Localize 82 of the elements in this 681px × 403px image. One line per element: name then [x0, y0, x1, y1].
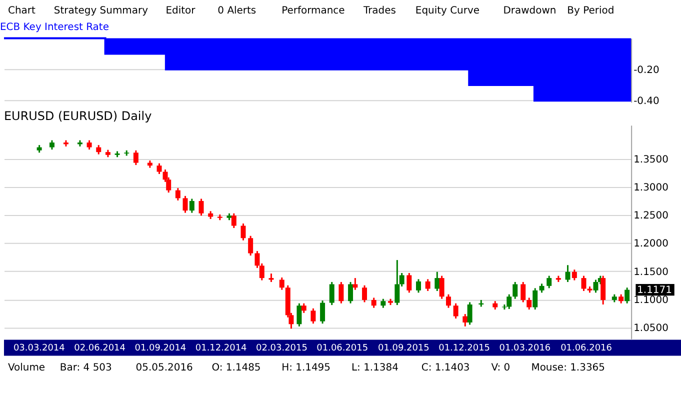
candlestick — [532, 287, 538, 310]
candlestick — [439, 275, 444, 300]
x-tick-label: 03.03.2014 — [13, 343, 66, 354]
chart-title: ECB Key Interest Rate — [0, 22, 109, 34]
candlestick — [520, 281, 526, 303]
x-tick-label: 02.06.2014 — [74, 343, 126, 354]
x-tick-label: 01.06.2015 — [316, 343, 368, 354]
candlestick — [406, 272, 412, 294]
candlestick — [371, 296, 376, 309]
candlestick — [175, 187, 180, 202]
text: H: 1.1495 — [282, 362, 330, 374]
x-tick-label: 01.03.2016 — [499, 343, 551, 354]
candlestick — [546, 275, 552, 289]
text: Bar: 4 503 — [60, 362, 112, 374]
y-tick-label: 1.3500 — [634, 154, 668, 166]
text: C: 1.1403 — [421, 362, 470, 374]
y-tick-label: 1.0500 — [634, 323, 668, 334]
text: L: 1.1384 — [351, 362, 398, 374]
candlestick — [338, 281, 344, 304]
candlestick — [462, 313, 468, 328]
chart-title: EURUSD (EURUSD) Daily — [4, 109, 152, 124]
candlestick — [240, 222, 246, 242]
candlestick — [593, 278, 598, 294]
candlestick — [416, 278, 421, 294]
x-tick-label: 01.09.2015 — [378, 343, 430, 354]
y-tick-label: -0.40 — [634, 96, 660, 108]
candlestick — [581, 275, 586, 292]
candlestick — [182, 195, 188, 214]
text: Strategy Summary — [54, 5, 148, 16]
x-tick-label: 01.12.2015 — [438, 343, 490, 354]
candlestick — [320, 300, 326, 324]
candlestick — [96, 144, 102, 156]
candlestick — [526, 296, 532, 310]
candlestick — [572, 268, 577, 282]
candlestick — [156, 162, 162, 175]
candlestick — [310, 308, 316, 324]
candlestick — [434, 271, 440, 292]
candlestick — [49, 140, 54, 150]
candlestick — [329, 281, 334, 306]
text: Chart — [8, 5, 36, 16]
candlestick — [352, 277, 358, 291]
candlestick — [231, 212, 236, 229]
y-tick-label: 1.1500 — [634, 266, 668, 278]
candlestick — [296, 302, 302, 328]
candlestick — [348, 281, 354, 304]
candlestick — [467, 301, 472, 326]
text: 05.05.2016 — [136, 362, 193, 374]
x-tick-label: 02.03.2015 — [256, 343, 308, 354]
y-tick-label: 1.2000 — [634, 238, 668, 250]
text: Drawdown — [503, 5, 556, 16]
x-tick-label: 01.09.2014 — [134, 343, 186, 354]
text: Performance — [282, 5, 345, 16]
text: By Period — [567, 5, 614, 16]
text: O: 1.1485 — [212, 362, 261, 374]
text: Editor — [166, 5, 196, 16]
candlestick — [362, 284, 368, 303]
y-tick-label: 1.2500 — [634, 210, 668, 222]
candlestick — [565, 264, 570, 283]
y-tick-label: 1.1000 — [634, 294, 668, 306]
x-tick-label: 01.06.2016 — [560, 343, 612, 354]
candlestick — [189, 198, 194, 214]
y-tick-label: 1.3000 — [634, 182, 668, 194]
text: 1.1171 — [637, 284, 672, 296]
candlestick — [446, 294, 451, 309]
candlestick — [133, 150, 138, 166]
text: V: 0 — [491, 362, 510, 374]
text: 0 Alerts — [218, 5, 256, 16]
text: Mouse: 1.3365 — [531, 362, 605, 374]
candlestick — [301, 302, 306, 314]
candlestick — [86, 140, 92, 150]
candlestick — [512, 281, 518, 300]
candlestick — [425, 278, 430, 292]
candlestick — [279, 276, 284, 291]
text: Equity Curve — [415, 5, 480, 16]
x-tick-label: 01.12.2014 — [195, 343, 248, 354]
text: Volume — [8, 362, 46, 374]
candlestick — [453, 302, 458, 320]
candlestick — [624, 286, 630, 304]
candlestick — [248, 235, 254, 256]
text: Trades — [362, 5, 396, 16]
candlestick — [198, 198, 204, 216]
y-tick-label: -0.20 — [634, 64, 660, 76]
